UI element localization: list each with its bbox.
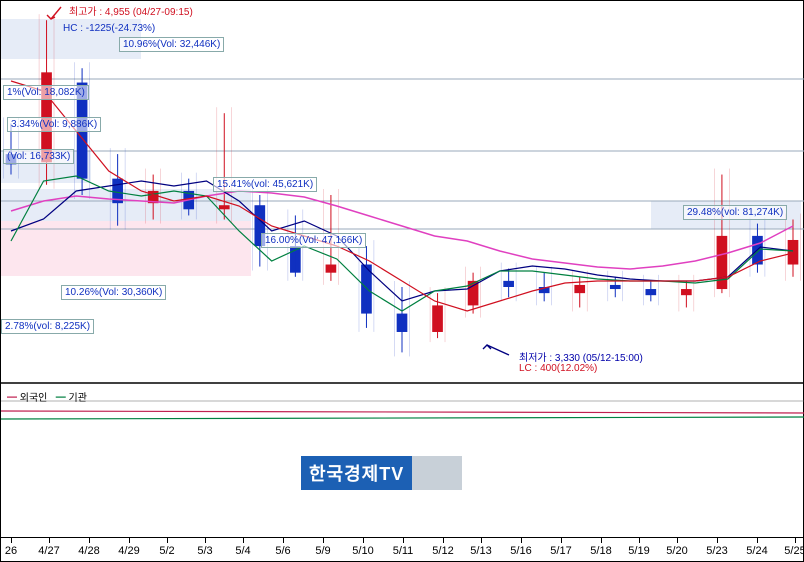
- xaxis-mark: [795, 537, 796, 543]
- xaxis-tick: 5/4: [235, 545, 250, 557]
- xaxis-tick: 4/28: [78, 545, 99, 557]
- anno-low-price: 최저가 : 3,330 (05/12-15:00): [519, 349, 643, 364]
- xaxis-mark: [49, 537, 50, 543]
- xaxis-tick: 5/6: [275, 545, 290, 557]
- anno-a6: 16.00%(Vol: 47,166K): [261, 233, 366, 248]
- xaxis-tick: 4/27: [38, 545, 59, 557]
- arrow-high-icon: [39, 1, 69, 21]
- xaxis-tick: 5/16: [510, 545, 531, 557]
- xaxis-mark: [167, 537, 168, 543]
- xaxis-mark: [601, 537, 602, 543]
- legend-foreigner: 외국인: [20, 393, 48, 404]
- x-axis: 26 4/27 4/28 4/29 5/2 5/3 5/4 5/6 5/9 5/10 5/11 5/1…: [1, 537, 803, 561]
- anno-a7: 10.26%(Vol: 30,360K): [61, 285, 166, 300]
- xaxis-tick: 5/3: [197, 545, 212, 557]
- xaxis-mark: [205, 537, 206, 543]
- xaxis-mark: [11, 537, 12, 543]
- xaxis-mark: [639, 537, 640, 543]
- anno-a1: 10.96%(Vol: 32,446K): [119, 37, 224, 52]
- anno-a9: 29.48%(vol: 81,274K): [683, 205, 787, 220]
- xaxis-tick: 5/19: [628, 545, 649, 557]
- xaxis-tick: 5/10: [352, 545, 373, 557]
- xaxis-tick: 5/17: [550, 545, 571, 557]
- arrow-low-icon: [479, 341, 519, 363]
- stock-chart: 최고가 : 4,955 (04/27-09:15) HC : -1225(-24…: [0, 0, 804, 562]
- xaxis-mark: [283, 537, 284, 543]
- xaxis-tick: 5/24: [746, 545, 767, 557]
- xaxis-mark: [323, 537, 324, 543]
- xaxis-mark: [521, 537, 522, 543]
- xaxis-mark: [481, 537, 482, 543]
- xaxis-mark: [89, 537, 90, 543]
- anno-hc: HC : -1225(-24.73%): [63, 23, 155, 34]
- xaxis-mark: [243, 537, 244, 543]
- xaxis-mark: [129, 537, 130, 543]
- xaxis-tick: 26: [5, 545, 17, 557]
- xaxis-tick: 5/18: [590, 545, 611, 557]
- xaxis-mark: [677, 537, 678, 543]
- anno-a4: (Vol: 16,733K): [3, 149, 74, 164]
- anno-high-price: 최고가 : 4,955 (04/27-09:15): [69, 3, 193, 18]
- xaxis-mark: [717, 537, 718, 543]
- xaxis-mark: [443, 537, 444, 543]
- xaxis-tick: 5/12: [432, 545, 453, 557]
- legend: ━ 외국인 ━ 기관: [7, 389, 87, 404]
- xaxis-tick: 5/23: [706, 545, 727, 557]
- xaxis-mark: [561, 537, 562, 543]
- xaxis-tick: 5/9: [315, 545, 330, 557]
- anno-lc: LC : 400(12.02%): [519, 363, 597, 374]
- watermark-logo: 한국경제TV: [301, 456, 462, 490]
- anno-a2: 1%(Vol: 18,082K): [3, 85, 89, 100]
- xaxis-mark: [363, 537, 364, 543]
- xaxis-mark: [403, 537, 404, 543]
- logo-tail: [412, 456, 462, 490]
- xaxis-tick: 5/20: [666, 545, 687, 557]
- anno-a5: 15.41%(vol: 45,621K): [213, 177, 317, 192]
- xaxis-tick: 4/29: [118, 545, 139, 557]
- xaxis-tick: 5/25: [784, 545, 804, 557]
- logo-text: 한국경제TV: [301, 456, 412, 490]
- xaxis-tick: 5/11: [393, 545, 414, 557]
- anno-a8: 2.78%(vol: 8,225K): [1, 319, 94, 334]
- xaxis-tick: 5/2: [159, 545, 174, 557]
- xaxis-tick: 5/13: [470, 545, 491, 557]
- legend-institution: 기관: [69, 393, 87, 404]
- xaxis-mark: [757, 537, 758, 543]
- anno-a3: 3.34%(Vol: 9,886K): [7, 117, 101, 132]
